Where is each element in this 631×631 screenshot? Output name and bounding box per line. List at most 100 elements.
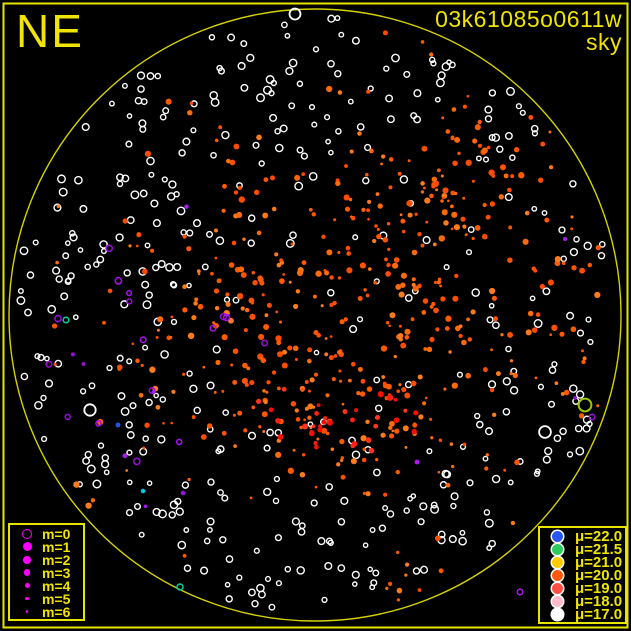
- star-point: [327, 539, 334, 546]
- star-point: [507, 331, 514, 338]
- star-point: [404, 380, 413, 389]
- star-point: [249, 313, 256, 320]
- star-point: [326, 249, 333, 256]
- star-point: [481, 147, 488, 154]
- star-point: [165, 262, 174, 272]
- star-point: [206, 526, 213, 533]
- star-point: [44, 379, 54, 388]
- star-point: [268, 603, 276, 611]
- star-point: [169, 335, 173, 339]
- star-point: [182, 372, 186, 376]
- star-point: [529, 295, 536, 302]
- star-point: [252, 279, 258, 286]
- star-point: [324, 352, 329, 357]
- star-point: [55, 275, 63, 283]
- star-point: [62, 316, 70, 324]
- star-point: [290, 242, 294, 246]
- star-point: [133, 502, 142, 511]
- star-point: [300, 152, 309, 160]
- star-point: [430, 60, 437, 67]
- star-point: [82, 456, 91, 465]
- star-point: [325, 393, 330, 398]
- star-point: [159, 396, 167, 403]
- star-point: [44, 355, 50, 362]
- star-point: [122, 453, 128, 459]
- star-point: [539, 283, 545, 290]
- star-point: [103, 469, 110, 476]
- star-point: [221, 334, 228, 341]
- star-point: [126, 358, 133, 365]
- star-point: [367, 85, 374, 92]
- star-point: [356, 316, 364, 323]
- star-point: [90, 498, 96, 503]
- star-point: [287, 345, 293, 351]
- brightness-swatch: [551, 570, 563, 581]
- star-point: [531, 327, 538, 333]
- star-point: [247, 588, 256, 597]
- star-point: [180, 490, 186, 496]
- star-point: [579, 267, 586, 274]
- star-point: [388, 185, 393, 190]
- star-point: [246, 53, 255, 63]
- star-point: [417, 374, 423, 380]
- star-point: [142, 435, 149, 442]
- star-point: [303, 418, 306, 422]
- star-point: [324, 337, 328, 340]
- star-point: [548, 366, 557, 374]
- star-point: [420, 243, 425, 248]
- star-point: [376, 233, 382, 240]
- star-point: [155, 336, 159, 339]
- star-point: [287, 467, 294, 474]
- star-point: [232, 379, 238, 385]
- star-point: [311, 212, 317, 217]
- star-point: [403, 408, 408, 413]
- star-point: [561, 261, 566, 266]
- star-point: [414, 459, 420, 465]
- star-point: [541, 209, 548, 216]
- star-point: [244, 382, 249, 387]
- star-point: [352, 234, 359, 241]
- star-point: [210, 97, 220, 107]
- star-point: [402, 425, 409, 432]
- star-point: [302, 423, 309, 430]
- star-point: [223, 296, 231, 303]
- star-point: [224, 581, 231, 588]
- star-point: [126, 479, 133, 486]
- star-point: [398, 324, 402, 328]
- star-point: [483, 509, 491, 516]
- star-point: [582, 356, 587, 361]
- star-point: [84, 450, 93, 459]
- star-point: [467, 337, 473, 342]
- star-point: [321, 234, 326, 239]
- star-point: [206, 517, 215, 526]
- star-point: [516, 588, 524, 596]
- star-point: [596, 404, 600, 408]
- star-point: [500, 164, 506, 171]
- star-point: [537, 383, 545, 390]
- star-point: [240, 83, 249, 92]
- star-point: [498, 194, 504, 200]
- star-point: [582, 424, 591, 433]
- star-point: [436, 168, 441, 173]
- star-point: [206, 230, 213, 238]
- star-point: [434, 96, 441, 103]
- star-point: [182, 137, 191, 146]
- star-point: [340, 456, 344, 460]
- star-point: [441, 62, 451, 72]
- star-point: [139, 189, 148, 198]
- star-point: [481, 233, 488, 240]
- star-point: [464, 233, 468, 237]
- star-point: [377, 203, 383, 209]
- star-point: [146, 72, 155, 81]
- star-point: [92, 479, 102, 489]
- star-point: [351, 450, 361, 460]
- star-point: [221, 430, 227, 436]
- star-point: [136, 232, 142, 238]
- star-point: [142, 300, 152, 310]
- star-point: [191, 415, 196, 420]
- star-point: [411, 277, 416, 282]
- star-point: [173, 262, 182, 272]
- star-point: [126, 290, 133, 297]
- star-point: [81, 362, 86, 366]
